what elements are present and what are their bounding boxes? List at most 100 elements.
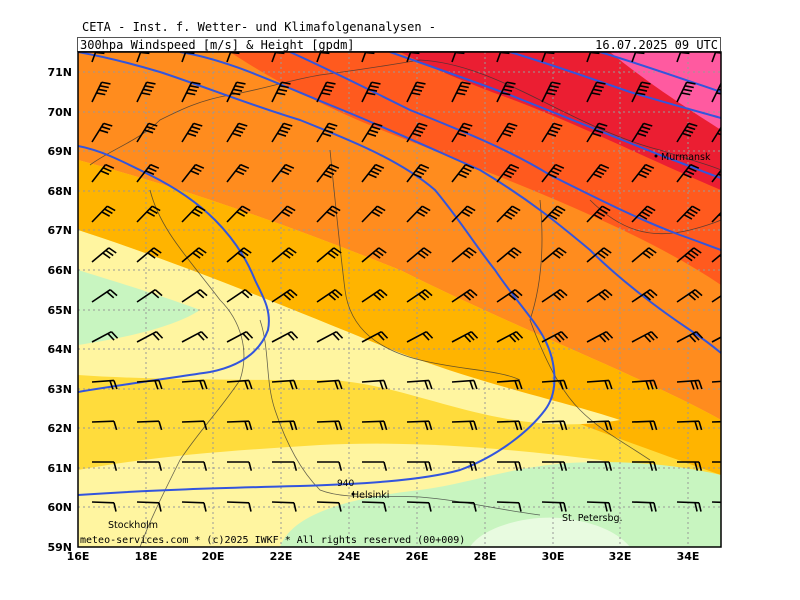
wind-barb: [271, 379, 298, 390]
wind-barb: [91, 163, 115, 183]
wind-barb-feather: [593, 214, 603, 220]
wind-barb-feather: [293, 380, 298, 390]
wind-barb-feather: [428, 380, 433, 390]
wind-barb: [136, 247, 162, 263]
wind-barb-staff: [91, 52, 97, 63]
wind-barb-feather: [239, 208, 248, 215]
wind-barb-feather: [192, 252, 201, 259]
wind-barb-feather: [418, 122, 428, 127]
wind-barb-feather: [372, 252, 381, 259]
wind-barb-feather: [244, 421, 249, 431]
wind-barb-feather: [379, 421, 384, 431]
wind-barb-feather: [96, 92, 106, 96]
wind-barb-feather: [373, 122, 383, 127]
wind-barb-feather: [367, 132, 377, 137]
wind-barb-feather: [689, 208, 698, 215]
wind-barb-feather: [555, 249, 564, 257]
wind-barb: [586, 289, 613, 303]
wind-barb-feather: [643, 334, 652, 343]
wind-barb: [136, 501, 162, 512]
wind-barb-feather: [375, 163, 385, 169]
wind-barb-feather: [414, 85, 424, 89]
lat-label: 61N: [47, 462, 72, 475]
wind-barb-feather: [289, 380, 294, 390]
wind-barb-feather: [428, 420, 433, 431]
wind-barb-feather: [424, 461, 429, 471]
wind-barb-feather: [595, 170, 605, 176]
wind-barb-feather: [419, 208, 428, 215]
wind-barb-feather: [640, 170, 650, 176]
wind-barb-feather: [734, 503, 736, 512]
wind-barb-feather: [416, 125, 426, 131]
wind-barb-feather: [368, 45, 377, 46]
wind-barb-feather: [603, 247, 612, 254]
wind-barb-feather: [720, 170, 721, 172]
city-marker: [351, 492, 355, 496]
wind-barb-feather: [101, 211, 111, 217]
wind-barb: [361, 330, 389, 343]
wind-barb-feather: [724, 123, 733, 126]
wind-barb-feather: [331, 205, 341, 212]
wind-barb: [406, 330, 434, 343]
wind-barb: [587, 461, 613, 471]
wind-barb-staff: [711, 380, 721, 383]
wind-barb-feather: [194, 208, 203, 215]
wind-barb-feather: [653, 380, 658, 390]
wind-barb-staff: [226, 501, 250, 504]
wind-barb-feather: [195, 163, 205, 169]
wind-barb-feather: [686, 81, 696, 85]
wind-barb-feather: [604, 502, 608, 512]
wind-barb-feather: [289, 289, 298, 297]
wind-barb-feather: [461, 81, 471, 85]
wind-barb: [541, 81, 561, 103]
wind-barb-feather: [98, 45, 107, 46]
wind-barb-feather: [503, 45, 512, 46]
wind-barb-feather: [726, 165, 734, 169]
wind-barb: [496, 379, 523, 390]
wind-barb-feather: [285, 163, 295, 169]
wind-barb-feather: [645, 163, 655, 169]
wind-barb-feather: [563, 420, 568, 431]
wind-barb-feather: [506, 125, 516, 131]
wind-barb-feather: [559, 421, 564, 431]
wind-barb-feather: [638, 88, 648, 92]
wind-barb-feather: [325, 41, 334, 42]
wind-barb: [137, 461, 163, 471]
wind-barb-feather: [187, 49, 196, 50]
wind-barb-feather: [684, 85, 694, 89]
wind-barb-feather: [600, 163, 610, 169]
wind-barb-feather: [99, 85, 109, 89]
wind-barb-feather: [650, 331, 659, 339]
wind-barb: [226, 122, 248, 143]
wind-barb-feather: [647, 332, 655, 341]
wind-barb: [451, 205, 476, 223]
wind-barb: [91, 205, 116, 223]
wind-barb-feather: [547, 49, 556, 50]
wind-barb-feather: [105, 249, 114, 257]
wind-barb-feather: [203, 502, 207, 512]
wind-barb-staff: [316, 501, 340, 504]
wind-barb-feather: [248, 380, 253, 390]
wind-barb-feather: [143, 88, 153, 92]
wind-barb: [676, 81, 696, 103]
wind-barb-feather: [690, 380, 695, 390]
wind-barb: [92, 461, 118, 471]
wind-barb: [316, 379, 343, 390]
wind-barb-feather: [727, 292, 734, 298]
wind-barb: [452, 461, 478, 471]
wind-barb-feather: [370, 41, 379, 42]
wind-barb-feather: [505, 41, 514, 42]
wind-barb: [271, 81, 291, 103]
wind-barb-feather: [461, 125, 471, 131]
wind-barb-feather: [682, 49, 691, 50]
wind-barb-feather: [113, 502, 117, 512]
wind-barb: [181, 289, 208, 303]
wind-barb-feather: [147, 252, 156, 259]
wind-barb-feather: [604, 461, 609, 471]
wind-barb: [586, 122, 608, 143]
wind-barb-staff: [406, 501, 430, 504]
wind-barb-feather: [723, 253, 730, 258]
wind-barb-staff: [361, 501, 385, 504]
wind-barb-feather: [456, 92, 466, 96]
wind-barb: [451, 420, 478, 431]
